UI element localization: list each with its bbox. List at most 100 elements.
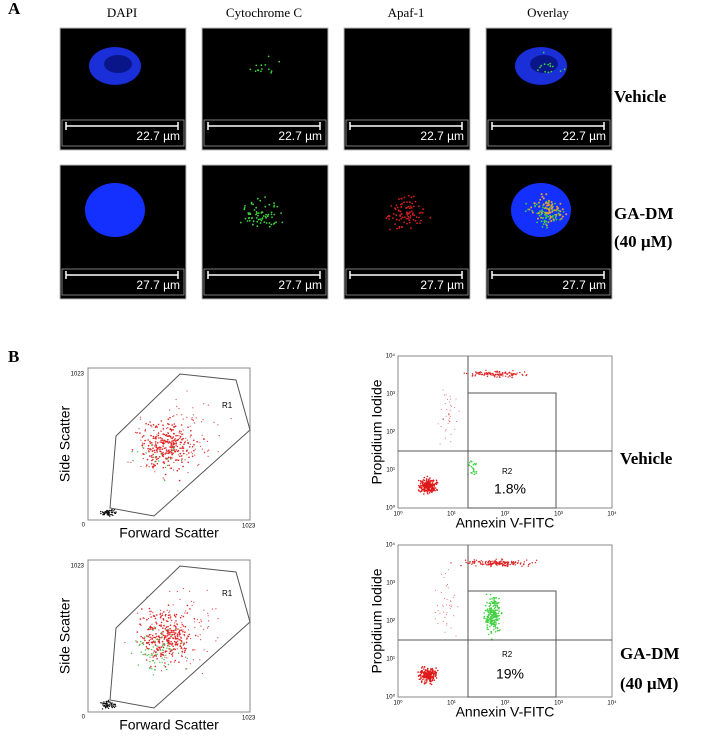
dot (489, 625, 491, 628)
dot (156, 462, 159, 465)
dot (421, 480, 424, 483)
dot (162, 643, 164, 645)
dot (446, 585, 447, 587)
dot (395, 214, 398, 217)
dot (179, 598, 181, 601)
dot (544, 223, 547, 226)
dot (174, 616, 177, 618)
dot (247, 213, 250, 216)
dot (165, 447, 167, 449)
dot (420, 681, 423, 684)
dot (162, 477, 164, 479)
dot (471, 563, 473, 565)
row-label: Vehicle (614, 87, 667, 106)
dot (464, 559, 467, 561)
dot (196, 619, 198, 621)
dot (173, 661, 175, 663)
dot (554, 213, 556, 216)
dot (149, 421, 151, 423)
dot (169, 627, 171, 630)
dot (400, 206, 403, 208)
dot (166, 609, 168, 611)
dot (156, 434, 158, 436)
dot (407, 212, 410, 215)
dot (517, 560, 520, 562)
axis-origin: 0 (82, 715, 86, 721)
dot (425, 671, 427, 674)
dot (172, 429, 174, 431)
dot (435, 674, 437, 676)
dot (148, 466, 150, 468)
dot (546, 207, 548, 210)
dot (169, 631, 171, 633)
dot (197, 464, 199, 466)
dot (433, 670, 436, 673)
dot (167, 460, 170, 462)
dot (176, 459, 178, 461)
dot (423, 493, 425, 495)
dot (170, 437, 172, 439)
dot (153, 655, 156, 657)
dot (504, 565, 506, 567)
dot (270, 70, 273, 72)
dot (494, 611, 496, 613)
micrograph: 22.7 µm (59, 27, 187, 151)
dot (136, 612, 138, 614)
dot (565, 213, 568, 216)
dot (175, 641, 178, 644)
dot (177, 637, 179, 640)
dot (153, 449, 156, 452)
axis-max: 1023 (242, 524, 256, 530)
dot (160, 453, 162, 455)
dot (431, 485, 434, 487)
dot (111, 706, 113, 709)
dot (442, 417, 444, 419)
scale-box (61, 268, 185, 296)
dot (146, 618, 148, 621)
dot (181, 438, 183, 440)
dot (179, 443, 181, 445)
dot (105, 702, 108, 704)
dot (414, 200, 417, 203)
dot (192, 420, 194, 422)
dot (494, 376, 496, 378)
dot (179, 447, 181, 449)
dot (154, 665, 157, 668)
dot (169, 618, 171, 620)
dot (487, 372, 489, 374)
dot (422, 678, 424, 681)
dot (159, 446, 161, 449)
dot (449, 401, 451, 403)
dot (417, 479, 420, 482)
dot (501, 558, 503, 560)
dot (419, 490, 422, 493)
dot (497, 615, 500, 617)
gate-label: R2 (502, 650, 513, 659)
dot (489, 602, 491, 605)
dot (175, 434, 177, 437)
dot (130, 461, 132, 463)
dot (103, 702, 106, 705)
dot (487, 374, 489, 376)
dot (472, 374, 474, 376)
dot (483, 617, 485, 619)
dot (190, 600, 192, 602)
dot (256, 220, 259, 223)
dot (142, 446, 144, 449)
dot (429, 216, 432, 219)
dot (171, 642, 174, 645)
dot (441, 573, 443, 575)
dot (549, 65, 552, 68)
dot (141, 442, 143, 444)
dot (186, 635, 189, 637)
dot (394, 223, 396, 225)
dot (110, 513, 112, 516)
dot (186, 449, 188, 452)
dot (163, 447, 166, 450)
dot (547, 215, 549, 218)
dot (154, 662, 156, 664)
dot (160, 636, 163, 638)
dot (175, 620, 177, 622)
dot (201, 434, 203, 436)
dot (257, 69, 260, 72)
